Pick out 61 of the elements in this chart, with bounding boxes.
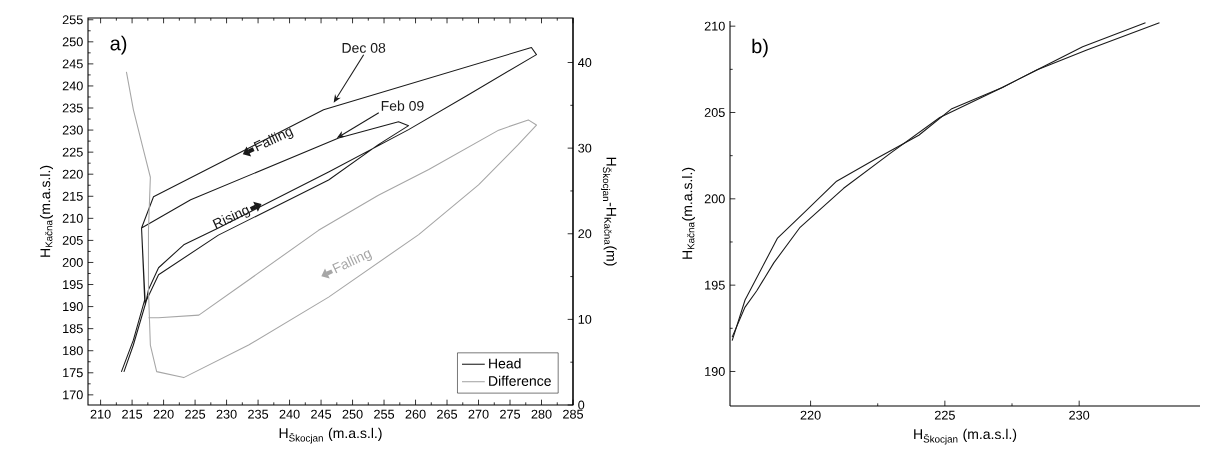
x-tick-label: 280 (531, 409, 552, 419)
y2-tick-label: 40 (578, 58, 592, 67)
x-axis-title: H$_{Škocjan}$ (m.a.s.l.) (279, 427, 382, 444)
x-tick-label: 220 (800, 410, 821, 420)
y2-tick-label: 30 (578, 143, 592, 153)
y-tick-label: 195 (705, 280, 725, 290)
y-tick-label: 205 (62, 235, 83, 245)
y-tick-label: 210 (62, 213, 83, 223)
x-tick-label: 210 (90, 409, 111, 419)
y-tick-label: 200 (704, 194, 725, 204)
x-tick-label: 230 (1069, 410, 1090, 420)
x-tick-label: 225 (185, 409, 206, 419)
x-tick-label: 285 (563, 409, 584, 419)
y-tick-label: 190 (63, 302, 83, 312)
y-tick-label: 205 (704, 108, 725, 117)
x-tick-label: 265 (437, 409, 458, 419)
y-tick-label: 210 (704, 21, 725, 31)
y-tick-label: 200 (62, 257, 83, 267)
annotation: Falling (332, 250, 372, 274)
y-tick-label: 190 (705, 366, 725, 376)
y-tick-label: 170 (63, 390, 83, 400)
y-tick-label: 215 (62, 191, 83, 201)
y-tick-label: 250 (62, 37, 83, 47)
y-tick-label: 240 (62, 81, 83, 91)
annotation: b) (752, 38, 768, 58)
x-tick-label: 260 (405, 409, 426, 419)
y-axis-title: H$_{Kačna}$(m.a.s.l.) (681, 167, 696, 259)
x-tick-label: 235 (248, 409, 269, 419)
x-tick-label: 215 (122, 409, 143, 419)
y-axis-title: H$_{Kačna}$(m.a.s.l.) (39, 165, 54, 257)
legend-label: Difference (489, 375, 551, 386)
annotation: Dec 08 (342, 42, 386, 53)
y-tick-label: 225 (62, 147, 83, 157)
y2-tick-label: 10 (578, 314, 592, 324)
legend-label: Head (489, 358, 521, 369)
y-tick-label: 220 (62, 169, 83, 179)
y-tick-label: 245 (62, 59, 83, 69)
y2-tick-label: 20 (578, 229, 592, 239)
x-tick-label: 220 (153, 409, 174, 419)
x-tick-label: 270 (468, 409, 489, 419)
x-tick-label: 255 (374, 409, 395, 419)
x-tick-label: 250 (342, 409, 363, 419)
y-tick-label: 230 (62, 125, 83, 135)
y2-axis-title: H$_{Škocjan}$-H$_{Kačna}$(m) (600, 157, 617, 266)
y-tick-label: 180 (63, 346, 83, 356)
y-tick-label: 235 (62, 103, 83, 113)
x-tick-label: 225 (934, 410, 955, 420)
annotation: Falling (253, 128, 294, 152)
y2-tick-label: 0 (578, 400, 585, 410)
y-tick-label: 175 (63, 368, 83, 378)
x-tick-label: 230 (216, 409, 237, 419)
y-tick-label: 195 (63, 280, 83, 290)
x-axis-title: H$_{Škocjan}$ (m.a.s.l.) (914, 428, 1017, 445)
annotation: a) (110, 35, 127, 55)
x-tick-label: 240 (279, 409, 300, 419)
x-tick-label: 275 (500, 409, 521, 419)
x-tick-label: 245 (311, 409, 332, 419)
y-tick-label: 185 (63, 324, 83, 334)
y-tick-label: 255 (62, 15, 83, 25)
annotation: Rising (212, 206, 251, 229)
annotation: Feb 09 (381, 100, 424, 111)
